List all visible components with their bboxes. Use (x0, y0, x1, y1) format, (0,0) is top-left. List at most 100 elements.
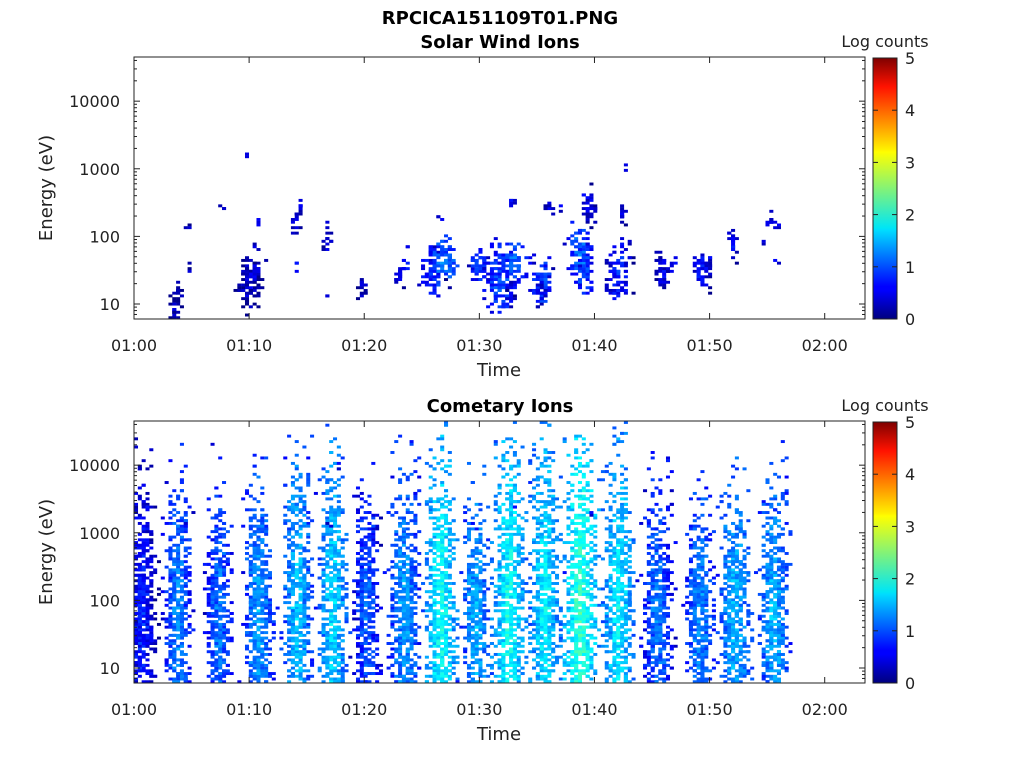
spectrogram-cell (405, 669, 410, 673)
spectrogram-cell (321, 650, 326, 654)
spectrogram-cell (424, 557, 429, 561)
spectrogram-cell (359, 644, 364, 648)
spectrogram-cell (620, 256, 625, 260)
spectrogram-cell (298, 582, 303, 585)
spectrogram-cell (359, 663, 364, 667)
spectrogram-cell (241, 288, 246, 292)
spectrogram-cell (329, 497, 334, 501)
spectrogram-cell (306, 669, 311, 673)
spectrogram-cell (532, 291, 537, 295)
spectrogram-cell (176, 497, 181, 501)
spectrogram-cell (287, 617, 292, 621)
spectrogram-cell (608, 253, 613, 257)
spectrogram-cell (168, 459, 173, 463)
spectrogram-cell (256, 576, 261, 580)
spectrogram-cell (409, 609, 414, 613)
spectrogram-cell (359, 573, 364, 577)
spectrogram-cell (367, 535, 372, 539)
spectrogram-cell (214, 592, 219, 596)
spectrogram-cell (294, 576, 299, 580)
spectrogram-cell (252, 568, 257, 572)
spectrogram-cell (333, 494, 338, 498)
spectrogram-cell (256, 248, 261, 251)
spectrogram-cell (581, 228, 586, 232)
spectrogram-cell (149, 532, 154, 536)
spectrogram-cell (424, 601, 429, 605)
spectrogram-cell (398, 666, 403, 670)
spectrogram-cell (547, 280, 552, 284)
spectrogram-cell (574, 261, 579, 265)
spectrogram-cell (214, 549, 219, 553)
spectrogram-cell (359, 628, 364, 632)
spectrogram-cell (574, 264, 579, 268)
spectrogram-cell (218, 532, 223, 536)
spectrogram-cell (183, 497, 188, 501)
spectrogram-cell (401, 554, 406, 558)
spectrogram-cell (141, 505, 146, 509)
spectrogram-cell (248, 291, 253, 295)
spectrogram-cell (183, 560, 188, 564)
spectrogram-cell (424, 461, 429, 465)
spectrogram-cell (413, 470, 418, 474)
spectrogram-cell (447, 562, 452, 566)
spectrogram-cell (179, 535, 184, 539)
spectrogram-cell (336, 647, 341, 651)
spectrogram-cell (398, 652, 403, 656)
spectrogram-cell (134, 672, 139, 676)
spectrogram-cell (294, 453, 299, 457)
spectrogram-cell (428, 622, 433, 626)
spectrogram-cell (325, 552, 330, 555)
spectrogram-cell (168, 617, 173, 621)
spectrogram-cell (256, 609, 261, 613)
spectrogram-cell (585, 212, 590, 216)
spectrogram-cell (394, 530, 399, 534)
spectrogram-cell (708, 261, 713, 265)
spectrogram-cell (620, 204, 625, 208)
spectrogram-cell (436, 500, 441, 504)
spectrogram-cell (436, 461, 441, 465)
spectrogram-cell (440, 248, 445, 251)
spectrogram-cell (409, 532, 414, 536)
spectrogram-cell (225, 639, 230, 643)
spectrogram-cell (367, 603, 372, 607)
spectrogram-cell (214, 530, 219, 534)
spectrogram-cell (290, 617, 295, 621)
spectrogram-cell (321, 245, 326, 249)
spectrogram-cell (325, 576, 330, 580)
spectrogram-cell (264, 524, 269, 528)
spectrogram-cell (589, 207, 594, 211)
spectrogram-cell (474, 272, 479, 276)
spectrogram-cell (218, 631, 223, 635)
spectrogram-cell (359, 666, 364, 670)
spectrogram-cell (432, 620, 437, 624)
spectrogram-cell (264, 258, 269, 262)
spectrogram-cell (287, 571, 292, 575)
spectrogram-cell (424, 275, 429, 279)
spectrogram-cell (773, 220, 778, 224)
spectrogram-cell (214, 573, 219, 577)
spectrogram-cell (394, 554, 399, 558)
spectrogram-cell (287, 622, 292, 626)
spectrogram-cell (179, 595, 184, 599)
spectrogram-cell (290, 565, 295, 569)
spectrogram-cell (447, 245, 452, 249)
spectrogram-cell (206, 620, 211, 624)
spectrogram-cell (371, 543, 376, 547)
spectrogram-cell (176, 579, 181, 583)
spectrogram-cell (287, 565, 292, 569)
spectrogram-cell (359, 576, 364, 580)
spectrogram-cell (405, 478, 410, 482)
spectrogram-cell (409, 625, 414, 629)
spectrogram-cell (141, 541, 146, 545)
spectrogram-cell (696, 269, 701, 273)
spectrogram-cell (137, 663, 142, 667)
spectrogram-cell (371, 527, 376, 531)
spectrogram-cell (394, 565, 399, 569)
spectrogram-cell (336, 669, 341, 673)
spectrogram-cell (566, 237, 571, 241)
spectrogram-cell (444, 576, 449, 580)
spectrogram-cell (137, 497, 142, 501)
spectrogram-cell (398, 620, 403, 624)
spectrogram-cell (137, 587, 142, 591)
spectrogram-cell (344, 614, 349, 618)
